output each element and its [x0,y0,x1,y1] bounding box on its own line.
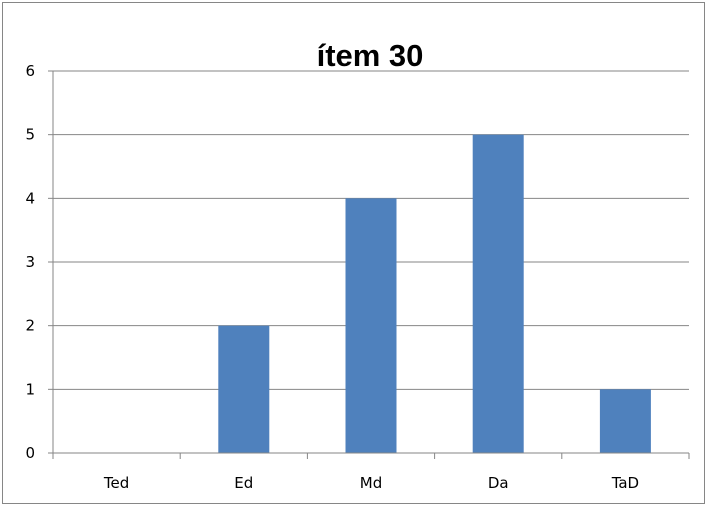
x-tick-label: Md [360,474,382,492]
bar [345,198,397,453]
bar [218,325,270,453]
x-tick-label: Ted [103,474,129,492]
y-tick-label: 5 [25,126,35,144]
y-tick-label: 3 [25,253,35,271]
y-tick-label: 6 [25,62,35,80]
chart-title: ítem 30 [316,38,424,73]
y-tick-label: 2 [25,317,35,335]
x-tick-label: TaD [611,474,639,492]
y-tick-label: 4 [25,189,35,207]
y-tick-label: 0 [25,444,35,462]
x-tick-label: Da [488,474,509,492]
x-tick-label: Ed [234,474,253,492]
bar [472,134,524,453]
y-tick-label: 1 [25,380,35,398]
bar [599,389,651,453]
